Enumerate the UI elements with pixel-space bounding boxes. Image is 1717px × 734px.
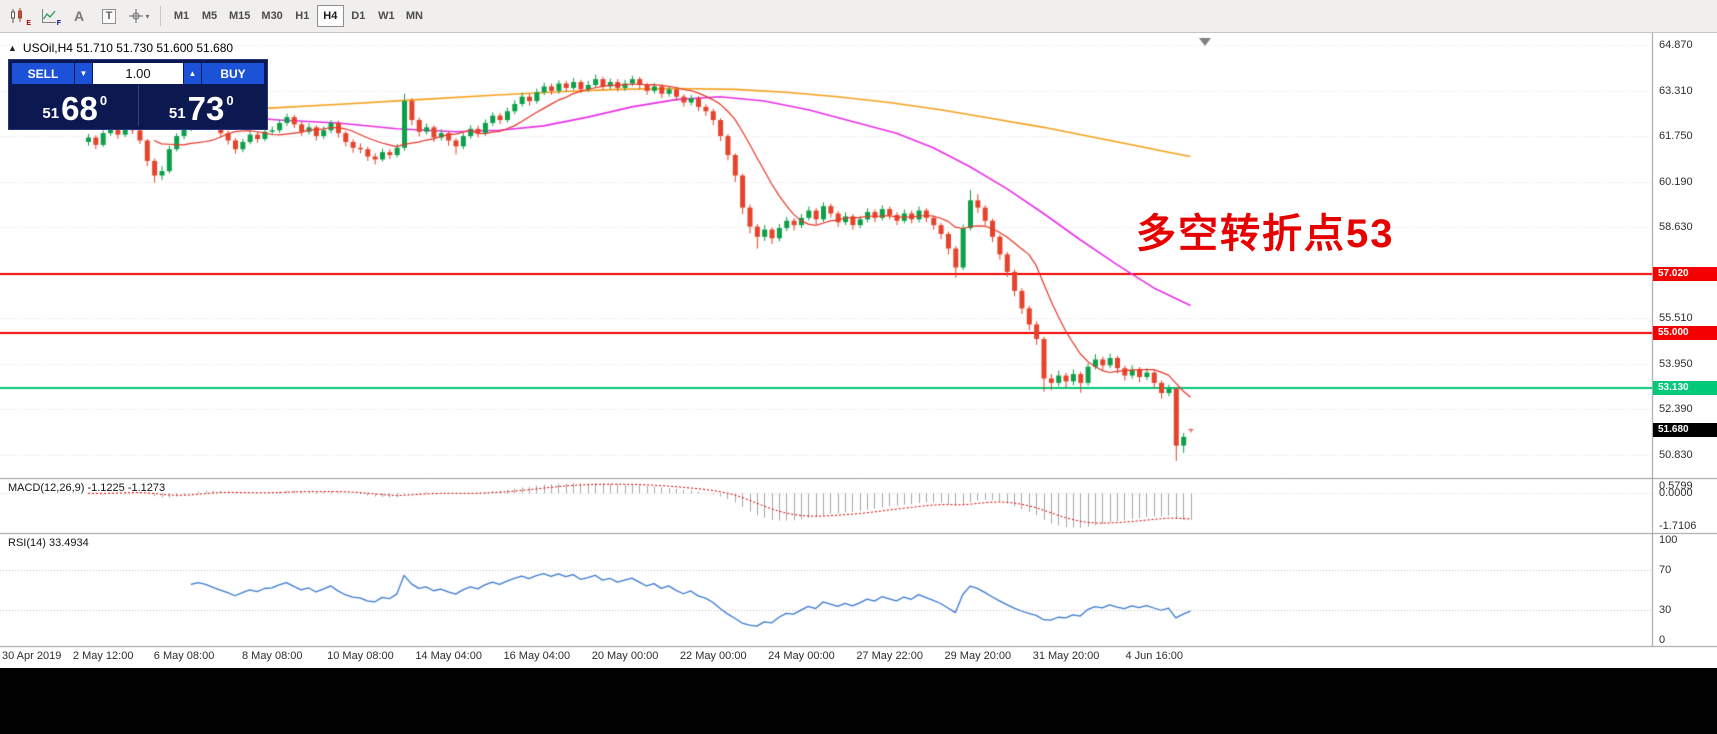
one-click-trade-panel: SELL ▼ ▲ BUY 51 68 0 51 73 0 (8, 59, 268, 130)
indicators-glyph (42, 9, 56, 23)
ask-price-fraction: 0 (226, 93, 234, 108)
timeframe-button-m30[interactable]: M30 (261, 10, 283, 22)
sell-button[interactable]: SELL (12, 63, 74, 84)
chart-window-icon[interactable]: E (5, 4, 33, 28)
chart-annotation: 多空转折点53 (1136, 212, 1395, 256)
chart-area: 64.870 63.310 61.750 60.190 58.630 55.510 53.9… (0, 33, 1717, 668)
bid-price-fraction: 0 (99, 93, 108, 108)
timeframe-button-d1[interactable]: D1 (351, 10, 366, 22)
timeframe-button-m1[interactable]: M1 (173, 10, 190, 22)
volume-increase-button[interactable]: ▲ (184, 63, 201, 84)
macd-label: MACD(12,26,9) -1.1225 -1.1273 (8, 482, 166, 494)
toolbar-separator (160, 6, 161, 26)
text-tool-glyph: A (73, 8, 85, 24)
quote-display-row: 51 68 0 51 73 0 (12, 85, 264, 126)
timeframe-button-w1[interactable]: W1 (378, 10, 395, 22)
symbol-header: ▲ USOil,H4 51.710 51.730 51.600 51.680 (8, 41, 233, 55)
text-tool-icon[interactable]: A (65, 4, 93, 28)
buy-button[interactable]: BUY (202, 63, 264, 84)
volume-decrease-button[interactable]: ▼ (75, 63, 92, 84)
ask-price-display[interactable]: 51 73 0 (139, 85, 265, 126)
timeframe-button-h4[interactable]: H4 (316, 5, 344, 27)
bottom-panel (0, 668, 1717, 734)
chart-window-glyph (11, 8, 22, 23)
textbox-tool-icon[interactable]: T (95, 4, 123, 28)
top-toolbar: E F A T ▾ M1 M5 M15 M30 H1 H4 D1 W1 MN (0, 0, 1717, 33)
bid-price-display[interactable]: 51 68 0 (12, 85, 138, 126)
ask-price-integer: 51 (168, 105, 186, 122)
quote-divider (137, 85, 139, 126)
trade-controls-row: SELL ▼ ▲ BUY (12, 63, 264, 84)
timeframe-button-m5[interactable]: M5 (201, 10, 218, 22)
price-chart-canvas[interactable] (0, 33, 1717, 668)
indicators-icon[interactable]: F (35, 4, 63, 28)
rsi-label: RSI(14) 33.4934 (8, 537, 89, 549)
chart-window-icon-letter: E (26, 20, 31, 27)
textbox-tool-glyph: T (101, 8, 117, 24)
bid-price-pips: 68 (61, 89, 98, 127)
timeframe-button-m15[interactable]: M15 (229, 10, 251, 22)
crosshair-glyph (129, 9, 144, 23)
indicators-icon-letter: F (56, 20, 61, 27)
symbol-ohlc-text: USOil,H4 51.710 51.730 51.600 51.680 (22, 41, 234, 55)
volume-input[interactable] (93, 63, 183, 84)
ask-price-pips: 73 (187, 89, 225, 127)
timeframe-button-mn[interactable]: MN (405, 10, 423, 22)
crosshair-tool-icon[interactable]: ▾ (125, 4, 153, 28)
trade-panel-collapse-icon[interactable]: ▲ (8, 43, 17, 53)
chevron-down-icon: ▾ (145, 11, 150, 21)
timeframe-button-h1[interactable]: H1 (295, 10, 310, 22)
timeframe-toolbar: M1 M5 M15 M30 H1 H4 D1 W1 MN (168, 5, 428, 27)
bid-price-integer: 51 (42, 105, 60, 122)
